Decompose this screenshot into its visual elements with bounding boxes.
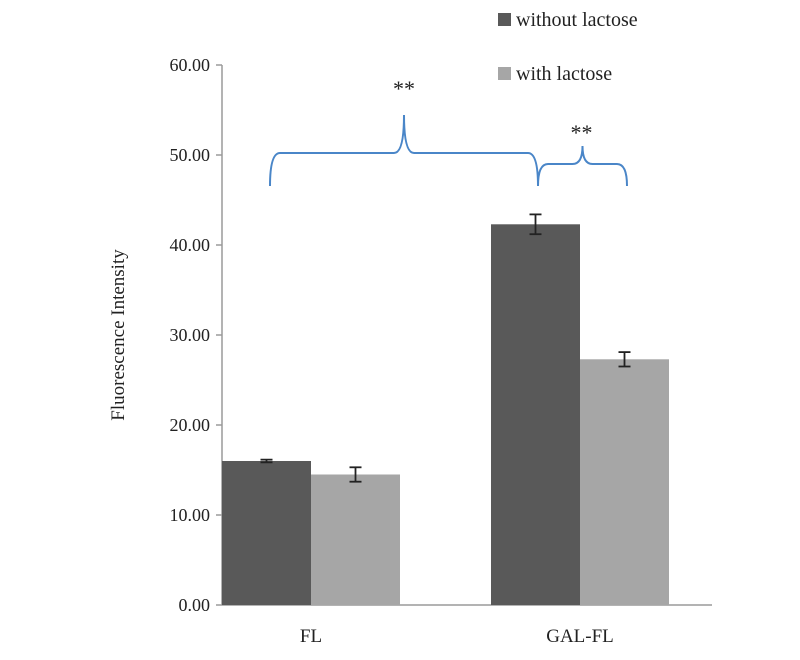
- y-axis-label: Fluorescence Intensity: [108, 249, 129, 421]
- legend-label: with lactose: [516, 63, 612, 85]
- bar-gal-fl-with-lactose: [580, 359, 669, 605]
- bar-fl-without-lactose: [222, 461, 311, 605]
- y-tick-label: 30.00: [170, 325, 211, 345]
- y-tick-label: 40.00: [170, 235, 211, 255]
- y-tick-label: 0.00: [179, 595, 211, 615]
- x-category-label: FL: [300, 626, 322, 647]
- significance-bracket-galfl-lactose: [537, 145, 628, 187]
- y-tick-label: 50.00: [170, 145, 211, 165]
- bar-fl-with-lactose: [311, 474, 400, 605]
- bar-gal-fl-without-lactose: [491, 224, 580, 606]
- error-bars: [260, 213, 631, 483]
- significance-brackets: ** **: [269, 76, 628, 187]
- y-tick-label: 10.00: [170, 505, 211, 525]
- category-labels: FL GAL-FL: [300, 626, 614, 647]
- legend-swatch: [498, 67, 511, 80]
- significance-bracket-fl-vs-galfl: [269, 114, 539, 187]
- y-ticks: 0.00 10.00 20.00 30.00 40.00 50.00 60.00: [170, 55, 222, 615]
- legend-label: without lactose: [516, 9, 638, 31]
- legend: without lactose with lactose: [498, 9, 638, 85]
- legend-swatch: [498, 13, 511, 26]
- y-tick-label: 60.00: [170, 55, 211, 75]
- bars: [222, 224, 669, 606]
- significance-label: **: [393, 76, 415, 101]
- y-tick-label: 20.00: [170, 415, 211, 435]
- x-category-label: GAL-FL: [546, 626, 614, 647]
- significance-label: **: [571, 120, 593, 145]
